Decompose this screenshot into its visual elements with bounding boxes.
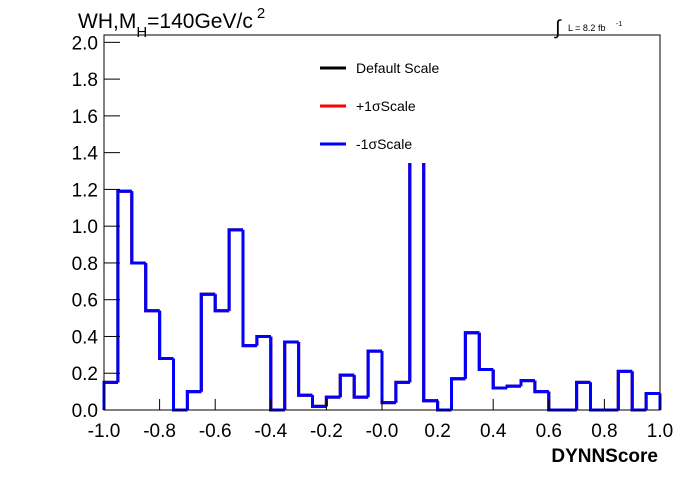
histogram-bin: [199, 292, 216, 392]
histogram-bin: [227, 228, 243, 311]
y-tick-label: 0.0: [72, 401, 98, 422]
y-tick-label: 0.8: [72, 254, 98, 275]
histogram-bin: [311, 395, 327, 408]
histogram-bin: [533, 380, 549, 394]
histogram-bin: [255, 334, 271, 346]
annotation-sup: -1: [616, 21, 622, 28]
histogram-bin: [450, 377, 466, 410]
title-part: =140GeV/c: [147, 10, 253, 33]
histogram-bin: [283, 340, 299, 410]
histogram-bin: [463, 331, 480, 379]
x-tick-label: -0.4: [254, 421, 287, 442]
histogram-bin: [213, 294, 230, 313]
histogram-bin: [130, 191, 146, 265]
histogram-bin: [158, 310, 174, 361]
chart-title: WH,MH=140GeV/c 2: [78, 5, 265, 41]
histogram-bin: [477, 332, 494, 372]
x-tick-label: -0.2: [310, 421, 343, 442]
histogram-bin: [519, 379, 535, 387]
y-tick-label: 0.2: [72, 364, 98, 385]
histogram-bin: [505, 384, 521, 388]
histogram-bin: [422, 115, 438, 403]
histogram-bin: [491, 369, 508, 390]
title-part: WH,M: [78, 10, 136, 33]
y-tick-label: 1.4: [72, 144, 99, 165]
histogram-bin: [352, 375, 369, 399]
annotation-integral: ∫: [554, 17, 562, 39]
histogram-bin: [338, 373, 355, 398]
histogram-bin: [616, 369, 633, 410]
title-sub: H: [136, 24, 147, 41]
x-tick-label: 0.2: [424, 421, 450, 442]
x-tick-label: -0.6: [199, 421, 232, 442]
x-tick-label: -1.0: [88, 421, 121, 442]
histogram-bin: [144, 262, 160, 313]
y-tick-label: 1.8: [72, 70, 98, 91]
legend-label: +1σScale: [356, 98, 416, 114]
histogram-bin: [241, 229, 257, 348]
histogram-bin: [185, 390, 202, 410]
y-tick-label: 0.4: [72, 327, 99, 348]
x-tick-label: 0.6: [536, 421, 562, 442]
y-tick-label: 1.2: [72, 180, 98, 201]
x-axis-label: DYNNScore: [551, 446, 658, 467]
x-tick-label: -0.8: [143, 421, 176, 442]
y-tick-label: 0.6: [72, 291, 98, 312]
x-tick-label: -0.0: [366, 421, 399, 442]
annotation: L = 8.2 fb: [568, 23, 605, 33]
legend-label: Default Scale: [356, 60, 439, 76]
x-tick-label: 0.4: [480, 421, 507, 442]
histogram-bin: [394, 380, 410, 403]
title-sup: 2: [257, 5, 265, 22]
histogram-bin: [575, 380, 591, 410]
x-tick-label: 0.8: [591, 421, 617, 442]
histogram-bin: [297, 341, 313, 397]
legend-label: -1σScale: [356, 136, 412, 152]
x-tick-label: 1.0: [647, 421, 673, 442]
y-tick-label: 1.0: [72, 217, 98, 238]
y-tick-label: 2.0: [72, 33, 98, 54]
histogram-bin: [116, 189, 132, 383]
y-tick-label: 1.6: [72, 107, 98, 128]
histogram-bin: [644, 391, 660, 410]
histogram-bin: [366, 349, 382, 398]
